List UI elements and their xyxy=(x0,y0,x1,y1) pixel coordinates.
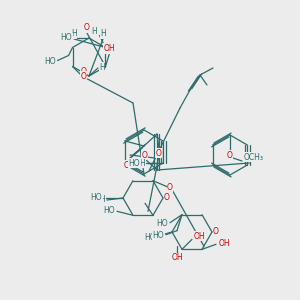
Text: H: H xyxy=(99,196,105,205)
Text: HO: HO xyxy=(60,34,72,43)
Text: O: O xyxy=(227,151,233,160)
Text: OH: OH xyxy=(103,44,115,53)
Text: O: O xyxy=(213,227,219,236)
Text: HO: HO xyxy=(152,231,164,240)
Text: O: O xyxy=(167,183,173,192)
Text: H: H xyxy=(71,29,77,38)
Text: H: H xyxy=(100,29,106,38)
Text: H: H xyxy=(99,62,105,71)
Text: O: O xyxy=(156,148,162,158)
Text: HO: HO xyxy=(156,219,168,228)
Text: O: O xyxy=(124,160,130,169)
Text: OCH₃: OCH₃ xyxy=(244,152,264,161)
Text: HO: HO xyxy=(90,194,102,202)
Text: HO: HO xyxy=(103,206,115,215)
Text: HO: HO xyxy=(128,158,140,167)
Text: O: O xyxy=(142,151,148,160)
Text: HO: HO xyxy=(44,57,56,66)
Text: O: O xyxy=(81,72,86,81)
Text: HO: HO xyxy=(144,232,156,242)
Text: OH: OH xyxy=(171,254,183,262)
Text: OH: OH xyxy=(194,232,206,241)
Text: OH: OH xyxy=(219,239,231,248)
Text: H: H xyxy=(139,158,145,167)
Text: O: O xyxy=(84,23,90,32)
Text: O: O xyxy=(164,194,170,202)
Text: H: H xyxy=(92,27,98,36)
Text: O: O xyxy=(81,67,87,76)
